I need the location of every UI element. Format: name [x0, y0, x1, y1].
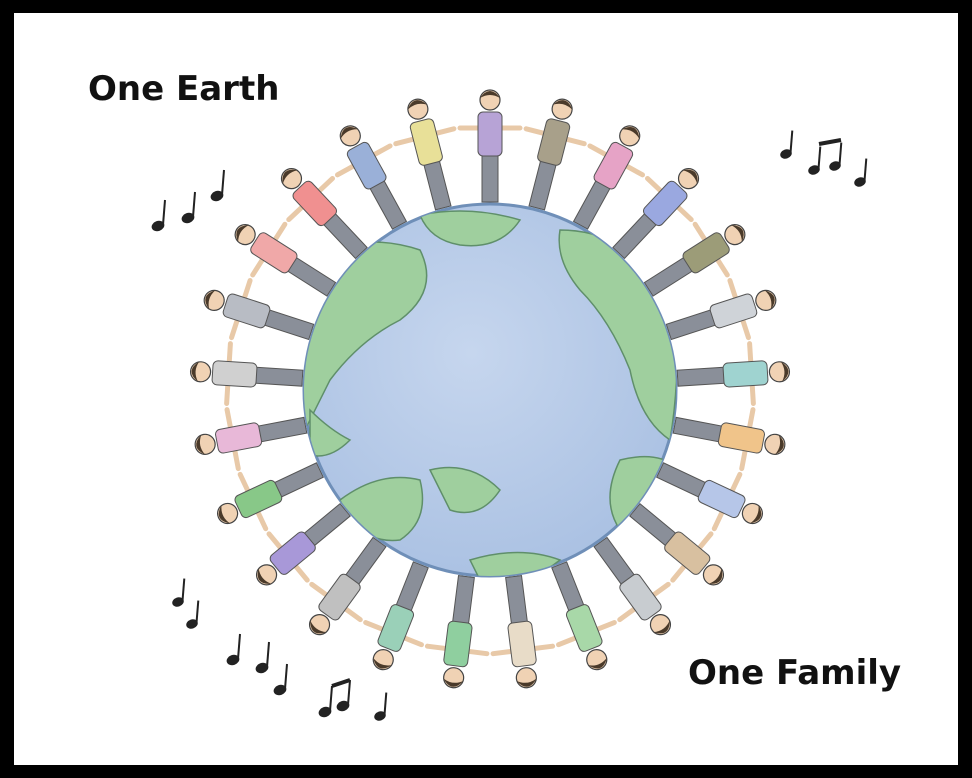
shirt [443, 621, 472, 668]
legs [677, 367, 728, 386]
shirt [723, 361, 768, 388]
illustration: One Earth One Family [0, 0, 972, 778]
legs [252, 367, 303, 386]
shirt [507, 621, 536, 668]
page: {"captions": ["One Earth", "One Family"]… [0, 0, 972, 778]
caption-top-left: One Earth [88, 69, 279, 109]
caption-bottom-right: One Family [688, 653, 901, 693]
shirt [212, 361, 257, 388]
legs [482, 152, 498, 202]
shirt [478, 112, 502, 156]
